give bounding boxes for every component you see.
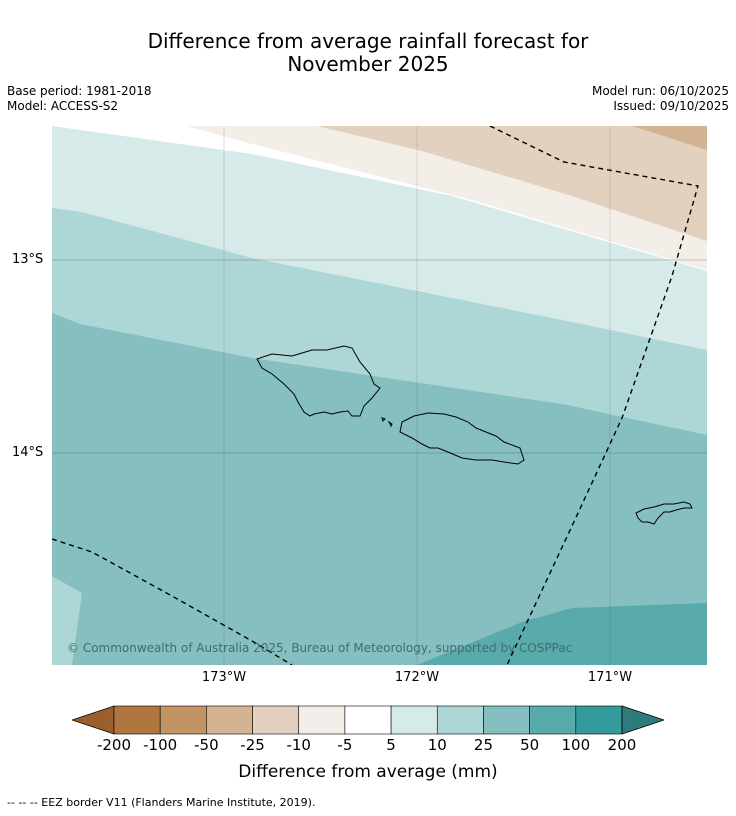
savaii-outline xyxy=(256,345,381,417)
colorbar-tick-label: -100 xyxy=(143,736,178,754)
colorbar-segment xyxy=(436,705,484,735)
band-neg50-neg25 xyxy=(632,126,707,150)
colorbar-segment xyxy=(159,705,207,735)
issued-date: Issued: 09/10/2025 xyxy=(613,99,729,113)
colorbar-segment xyxy=(252,705,300,735)
manono-outline xyxy=(387,420,393,428)
eez-border-south xyxy=(52,538,293,665)
colorbar-tick-label: -200 xyxy=(96,736,132,754)
colorbar-arrow-low xyxy=(72,705,115,735)
colorbar xyxy=(72,705,664,735)
eez-legend: -- -- -- EEZ border V11 (Flanders Marine… xyxy=(7,796,316,809)
chart-title: Difference from average rainfall forecas… xyxy=(0,30,736,76)
colorbar-arrow-high xyxy=(621,705,664,735)
model-run: Model run: 06/10/2025 xyxy=(591,84,729,98)
colorbar-tick-label: -50 xyxy=(194,736,219,754)
colorbar-segment xyxy=(206,705,253,735)
tutuila-outline xyxy=(635,501,693,525)
colorbar-segment xyxy=(298,705,346,735)
colorbar-segment xyxy=(390,705,438,735)
colorbar-segment xyxy=(575,705,623,735)
copyright-notice: © Commonwealth of Australia 2025, Bureau… xyxy=(67,641,573,655)
upolu-outline xyxy=(399,412,525,465)
colorbar-segment xyxy=(113,705,161,735)
colorbar-tick-label: -10 xyxy=(286,736,311,754)
lat-label-13s: 13°S xyxy=(12,252,44,267)
lon-label-171w: 171°W xyxy=(587,670,633,685)
gridlines xyxy=(52,126,707,665)
eez-border xyxy=(52,126,699,665)
band-neg25-neg10 xyxy=(317,126,707,241)
colorbar-tick-label: 100 xyxy=(561,736,591,754)
colorbar-tick-label: 200 xyxy=(607,736,637,754)
title-line-2: November 2025 xyxy=(287,52,449,76)
colorbar-segment xyxy=(344,705,392,735)
lon-label-173w: 173°W xyxy=(201,670,247,685)
colorbar-tick-label: -25 xyxy=(240,736,265,754)
colorbar-tick-label: 10 xyxy=(427,736,447,754)
base-period: Base period: 1981-2018 xyxy=(7,84,152,98)
colorbar-label: Difference from average (mm) xyxy=(238,762,498,782)
apolima-outline xyxy=(381,417,386,422)
lat-label-14s: 14°S xyxy=(12,445,44,460)
colorbar-segment xyxy=(529,705,577,735)
title-line-1: Difference from average rainfall forecas… xyxy=(147,29,589,53)
meta-right: Model run: 06/10/2025 Issued: 09/10/2025 xyxy=(592,84,729,114)
band-5-10-corner xyxy=(52,576,82,665)
land-outlines xyxy=(256,345,693,525)
lon-label-172w: 172°W xyxy=(394,670,440,685)
model-name: Model: ACCESS-S2 xyxy=(7,99,119,113)
colorbar-tick-label: -5 xyxy=(337,736,353,754)
band-25-50 xyxy=(417,603,707,665)
eez-border-north xyxy=(489,126,699,665)
colorbar-tick-label: 25 xyxy=(473,736,493,754)
colorbar-tick-label: 5 xyxy=(386,736,396,754)
colorbar-segment xyxy=(483,705,530,735)
forecast-map xyxy=(52,126,707,665)
colorbar-tick-label: 50 xyxy=(520,736,540,754)
meta-left: Base period: 1981-2018 Model: ACCESS-S2 xyxy=(7,84,152,114)
